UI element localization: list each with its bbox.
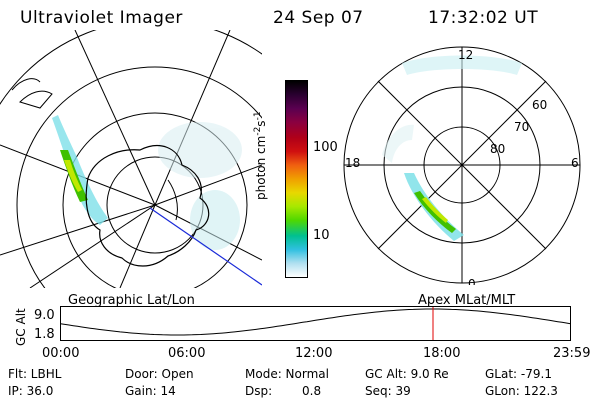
mlt-label-0: 0 (468, 277, 476, 285)
latitude-circle (16, 66, 262, 288)
meridian-line (74, 30, 156, 206)
ip-status: IP: 36.0 (8, 384, 54, 398)
meridian-line (29, 204, 156, 288)
meridian-line (0, 204, 156, 256)
mlat-label-60: 60 (532, 98, 547, 112)
altitude-curve (60, 308, 571, 336)
mode-status: Mode: Normal (245, 367, 329, 381)
altitude-tick-low: 1.8 (34, 327, 55, 342)
meridian-line (154, 164, 262, 206)
aurora-band-mlt (404, 173, 464, 241)
time-tick-2359: 23:59 (553, 346, 591, 361)
altitude-timeline-plot (60, 306, 571, 341)
altitude-tick-high: 9.0 (34, 308, 55, 323)
dsp-label: Dsp: (245, 384, 273, 398)
aurora-haze (158, 122, 242, 250)
magnetic-local-time-map: 12 18 6 0 60 70 80 (343, 46, 581, 285)
filter-status: Flt: LBHL (8, 367, 62, 381)
sequence-status: Seq: 39 (365, 384, 411, 398)
meridian-line (154, 30, 231, 206)
time-tick-0000: 00:00 (42, 346, 80, 361)
mlt-label-6: 6 (571, 156, 579, 170)
glat-status: GLat: -79.1 (485, 367, 552, 381)
instrument-title: Ultraviolet Imager (20, 8, 183, 28)
altitude-axis-label: GC Alt (14, 308, 28, 346)
glon-status: GLon: 122.3 (485, 384, 558, 398)
mlat-label-80: 80 (490, 142, 505, 156)
meridian-line (119, 204, 156, 288)
colorbar-unit-label: photon cm-2s-1 (253, 111, 268, 200)
time-tick-1800: 18:00 (423, 346, 461, 361)
colorbar-tick-100: 100 (313, 140, 338, 155)
geographic-map (0, 30, 262, 288)
orbit-track-line (149, 207, 262, 286)
colorbar-tick-10: 10 (313, 228, 330, 243)
geographic-projection-label: Geographic Lat/Lon (68, 293, 195, 308)
time-tick-1200: 12:00 (295, 346, 333, 361)
time-tick-0600: 06:00 (168, 346, 206, 361)
coastline-fragment (19, 90, 53, 109)
door-status: Door: Open (125, 367, 194, 381)
color-scale-bar (285, 80, 308, 278)
aurora-haze (402, 55, 522, 75)
antarctica-coastline (85, 145, 210, 267)
gain-status: Gain: 14 (125, 384, 176, 398)
mlt-label-18: 18 (345, 156, 360, 170)
mlt-label-12: 12 (458, 48, 473, 62)
mlt-line-diagonal (377, 80, 547, 250)
latitude-circle (62, 112, 248, 288)
aurora-band (52, 115, 108, 225)
gc-alt-status: GC Alt: 9.0 Re (365, 367, 449, 381)
observation-date: 24 Sep 07 (273, 8, 364, 28)
apex-projection-label: Apex MLat/MLT (418, 293, 516, 308)
mlat-label-70: 70 (514, 120, 529, 134)
dsp-value: 0.8 (302, 384, 322, 398)
observation-time: 17:32:02 UT (428, 8, 539, 28)
